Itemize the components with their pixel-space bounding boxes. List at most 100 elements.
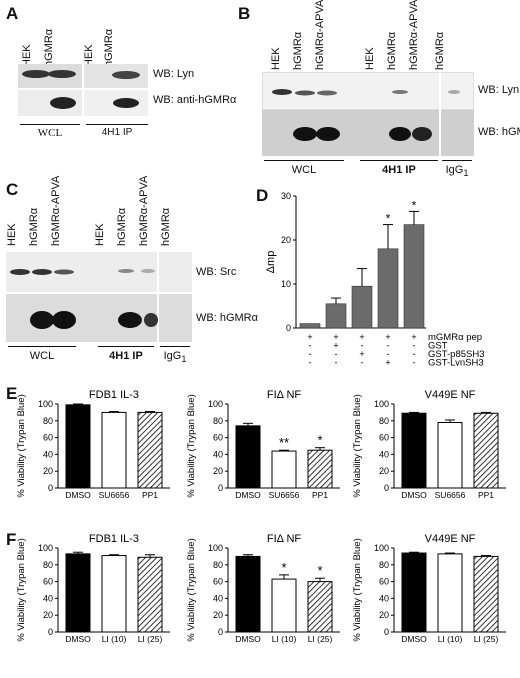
lane-label: hGMRα	[116, 207, 128, 246]
y-tick-label: 60	[43, 577, 53, 587]
y-axis-label: % Viability (Trypan Blue)	[16, 394, 27, 497]
y-tick-label: 60	[43, 433, 53, 443]
band	[144, 313, 158, 327]
condition-label: GST	[428, 341, 448, 352]
group-label-text: IgG	[445, 164, 464, 176]
significance-mark: **	[279, 435, 289, 450]
band	[118, 269, 134, 273]
sign-cell: +	[333, 332, 338, 342]
sign-cell: +	[411, 332, 416, 342]
x-tick-label: DMSO	[65, 634, 91, 644]
chart-title: FDB1 IL-3	[89, 533, 139, 545]
y-tick-label: 60	[213, 433, 223, 443]
group-label: IgG1	[160, 350, 190, 364]
y-axis-label: % Viability (Trypan Blue)	[352, 394, 363, 497]
sign-cell: -	[387, 349, 390, 359]
y-tick-label: 20	[213, 610, 223, 620]
bar	[137, 556, 163, 633]
group-label: 4H1 IP	[101, 127, 133, 138]
y-tick-label: 0	[286, 323, 291, 333]
significance-mark: *	[386, 212, 391, 226]
sign-cell: -	[335, 349, 338, 359]
chart-e-fid: FIΔ NF % Viability (Trypan Blue) 0 20 40 60 80…	[186, 389, 340, 500]
bar	[235, 425, 261, 489]
chart-f-v449e: V449E NF % Viability (Trypan Blue) 0 20 40 60…	[352, 533, 506, 644]
band	[392, 90, 408, 94]
y-tick-label: 10	[281, 279, 291, 289]
condition-label: GST-p85SH3	[428, 349, 485, 360]
bar	[377, 248, 399, 329]
lane-label: hGMRα-APVA	[408, 0, 420, 70]
y-tick-label: 40	[213, 449, 223, 459]
bar	[437, 553, 463, 633]
band	[448, 90, 460, 94]
sign-cell: +	[385, 332, 390, 342]
band	[389, 127, 411, 141]
band	[30, 311, 54, 329]
blot-label: WB: hGMRα	[478, 126, 520, 138]
y-tick-label: 80	[213, 560, 223, 570]
y-tick-label: 100	[208, 543, 223, 553]
lane-label: HEK	[270, 47, 282, 70]
bar	[271, 450, 297, 489]
band	[32, 269, 52, 275]
chart-title: FIΔ NF	[267, 533, 302, 545]
x-tick-label: SU6656	[435, 490, 466, 500]
y-tick-label: 20	[213, 466, 223, 476]
band	[141, 269, 155, 273]
y-tick-label: 60	[379, 433, 389, 443]
band	[22, 70, 50, 78]
x-tick-label: DMSO	[401, 634, 427, 644]
sign-cell: -	[413, 349, 416, 359]
significance-mark: *	[281, 560, 286, 575]
bar	[403, 224, 425, 329]
significance-mark: *	[317, 433, 322, 448]
chart-title: FDB1 IL-3	[89, 389, 139, 401]
band	[118, 312, 142, 328]
band	[10, 269, 30, 275]
sign-cell: +	[307, 332, 312, 342]
chart-title: FIΔ NF	[267, 389, 302, 401]
y-axis-label: % Viability (Trypan Blue)	[16, 538, 27, 641]
group-label-subscript: 1	[181, 354, 187, 365]
y-tick-label: 60	[213, 577, 223, 587]
bar	[437, 421, 463, 489]
blot-background	[262, 72, 474, 111]
sign-cell: -	[309, 341, 312, 351]
blot-label: WB: Lyn	[153, 68, 195, 80]
x-tick-label: LI (25)	[474, 634, 499, 644]
panel-label-e: E	[6, 384, 18, 403]
y-tick-label: 100	[208, 399, 223, 409]
sign-cell: +	[385, 358, 390, 367]
group-label: IgG1	[442, 164, 472, 178]
x-tick-label: LI (25)	[308, 634, 333, 644]
band	[316, 127, 340, 141]
bar	[271, 578, 297, 633]
group-label: WCL	[37, 127, 63, 139]
sign-cell: -	[309, 358, 312, 367]
panel-label-c: C	[6, 180, 19, 199]
x-tick-label: PP1	[478, 490, 494, 500]
sign-cell: -	[335, 358, 338, 367]
lane-label: hGMRα	[28, 207, 40, 246]
y-tick-label: 20	[43, 610, 53, 620]
y-tick-label: 40	[379, 593, 389, 603]
chart-f-fdb1: FDB1 IL-3 % Viability (Trypan Blue) 0 20 40 6…	[16, 533, 170, 644]
x-tick-label: SU6656	[269, 490, 300, 500]
lane-label: hGMRα	[292, 31, 304, 70]
significance-mark: *	[412, 198, 417, 212]
band	[50, 97, 76, 109]
panel-label-d: D	[256, 186, 269, 205]
band	[112, 71, 140, 79]
significance-mark: *	[317, 563, 322, 578]
bar	[101, 555, 127, 633]
y-tick-label: 20	[379, 466, 389, 476]
blot-label: WB: anti-hGMRα	[153, 94, 237, 106]
lane-label: hGMRα	[160, 207, 172, 246]
bar	[351, 285, 373, 329]
y-tick-label: 40	[43, 449, 53, 459]
sign-cell: -	[413, 358, 416, 367]
panel-label-a: A	[6, 4, 19, 23]
band	[295, 90, 315, 96]
bar	[473, 555, 499, 633]
